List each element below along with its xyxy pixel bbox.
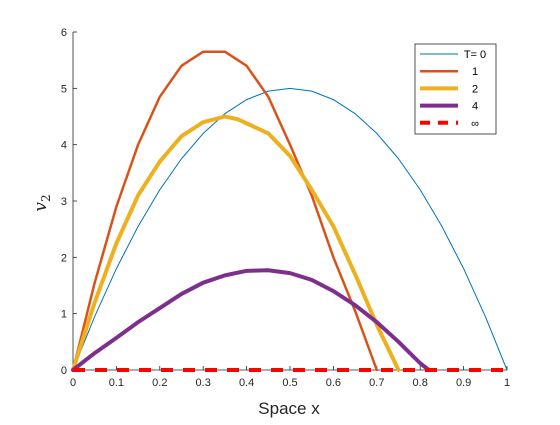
series-line-2: [71, 114, 401, 372]
legend: T= 0 1 2 4 ∞: [414, 43, 497, 135]
series-line-0: [72, 87, 508, 371]
y-tick-label: 5: [61, 83, 67, 95]
y-tick-label: 0: [61, 365, 67, 377]
x-tick-label: 0.7: [369, 377, 384, 389]
x-tick-label: 0.2: [152, 377, 167, 389]
x-tick-label: 0.1: [109, 377, 124, 389]
y-axis-label-subscript: 2: [39, 194, 53, 202]
x-tick-label: 0.4: [239, 377, 254, 389]
y-tick-label: 2: [61, 252, 67, 264]
axes: 0 0.1 0.2 0.3 0.4 0.5 0.6 0.7 0.8 0.9 1 0 1 2 3 4 5 6: [61, 27, 510, 389]
y-tick-label: 1: [61, 309, 67, 321]
x-tick-label: 0.5: [282, 377, 297, 389]
series-line-1: [71, 50, 379, 372]
y-tick-label: 4: [61, 140, 67, 152]
x-tick-label: 0.3: [196, 377, 211, 389]
legend-label: 4: [472, 101, 478, 113]
x-tick-label: 1: [504, 377, 510, 389]
x-tick-label: 0.8: [413, 377, 428, 389]
x-tick-label: 0: [70, 377, 76, 389]
x-tick-label: 0.9: [456, 377, 471, 389]
y-axis-label: v2: [31, 194, 53, 211]
y-tick-label: 3: [61, 196, 67, 208]
x-tick-label: 0.6: [326, 377, 341, 389]
legend-label: 1: [472, 66, 478, 78]
legend-label: 2: [472, 83, 478, 95]
series-group: [71, 50, 508, 372]
y-axis-label-main: v: [31, 202, 51, 212]
legend-label: T= 0: [464, 49, 486, 61]
series-line-3: [71, 268, 431, 372]
axis-labels: Space x v2: [31, 194, 320, 418]
legend-label: ∞: [471, 118, 479, 130]
x-axis-label: Space x: [258, 399, 320, 418]
y-tick-label: 6: [61, 27, 67, 39]
